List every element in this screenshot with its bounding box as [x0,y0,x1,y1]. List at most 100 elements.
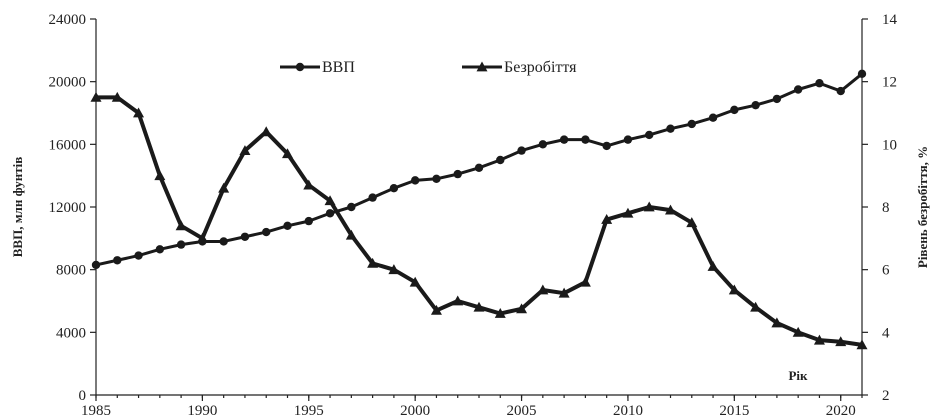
y-axis-right-title: Рівень безробіття, % [915,146,930,268]
data-point [836,86,845,96]
data-point [601,214,613,224]
data-point [474,163,484,173]
data-point [559,135,569,144]
y-right-tick-label: 8 [882,200,890,216]
y-left-tick-label: 24000 [49,12,87,28]
series-unemployment [90,91,868,350]
y-left-tick-label: 16000 [49,137,87,153]
y-right-tick-label: 6 [882,263,890,279]
data-point [835,336,847,347]
data-point [538,140,548,149]
data-point [579,276,591,287]
data-point [473,301,485,312]
data-point [260,126,272,137]
legend-item: Безробіття [462,59,577,76]
data-point [430,304,442,315]
y-right-tick-label: 4 [882,325,890,341]
data-point [410,176,420,185]
data-point [432,174,441,183]
data-point [175,220,187,231]
data-point [240,232,250,241]
data-point [176,240,186,249]
data-point [452,295,464,306]
data-point [239,145,251,155]
y-right-tick-label: 12 [882,75,897,91]
data-point [91,260,101,270]
data-point [730,105,739,115]
legend-label: ВВП [322,59,355,76]
x-tick-label: 2015 [719,403,749,417]
y-right-tick-label: 14 [882,12,898,28]
data-point [772,94,782,104]
axes-layer: 1985 1990 1995 2000 2005 2010 2015 2020 0 4000 800… [49,12,898,417]
data-point [687,119,696,129]
data-point [558,287,570,298]
data-point [750,301,762,312]
data-point [324,195,336,206]
legend-marker [295,62,305,72]
data-point [196,232,208,243]
data-point [218,182,230,193]
data-point [262,227,271,237]
data-point [666,124,675,133]
y-right-tick-label: 10 [882,137,897,153]
data-point [645,130,654,140]
data-point [686,217,698,228]
x-tick-label: 1990 [187,403,217,417]
data-point [856,339,868,350]
x-tick-label: 2010 [613,403,643,417]
x-tick-label: 2005 [507,403,537,417]
data-point [728,284,740,295]
data-point [283,221,292,230]
y-left-tick-label: 0 [79,388,87,404]
data-point [643,201,655,212]
data-point [622,207,634,218]
data-point [792,326,804,337]
data-point [303,179,315,190]
data-point [154,170,166,181]
y-right-tick-label: 2 [882,388,890,404]
data-point [304,216,313,226]
data-point [453,169,462,179]
x-tick-label: 2020 [826,403,856,417]
data-point [325,209,335,218]
y-axis-left-title: ВВП, млн фунтів [10,157,25,258]
data-point [517,146,526,155]
legend: ВВП Безробіття [280,59,577,76]
series-layer [90,69,868,350]
data-point [111,91,123,102]
data-point [134,251,143,260]
data-point [793,85,803,94]
x-tick-label: 2000 [400,403,430,417]
data-point [155,245,165,254]
x-tick-label: 1995 [294,403,324,417]
data-point [771,317,783,328]
data-point [815,79,824,88]
data-point [133,107,145,118]
data-point [282,148,293,159]
data-point [857,69,867,79]
legend-item: ВВП [280,59,355,76]
data-point [347,202,356,212]
data-point [388,264,400,275]
data-point [581,135,590,144]
x-axis-title: Рік [788,368,808,383]
data-point [516,303,528,314]
data-point [389,184,399,193]
data-point [623,135,633,144]
x-tick-label: 1985 [81,403,111,417]
data-point [409,276,421,287]
data-point [751,100,760,110]
legend-label: Безробіття [504,59,577,76]
y-left-tick-label: 20000 [49,75,87,91]
y-left-tick-label: 4000 [56,325,86,341]
data-point [113,256,122,265]
data-point [708,113,718,122]
data-point [367,257,379,268]
data-point [602,141,611,151]
data-point [219,237,228,246]
data-point [707,261,719,271]
data-point [813,334,825,345]
